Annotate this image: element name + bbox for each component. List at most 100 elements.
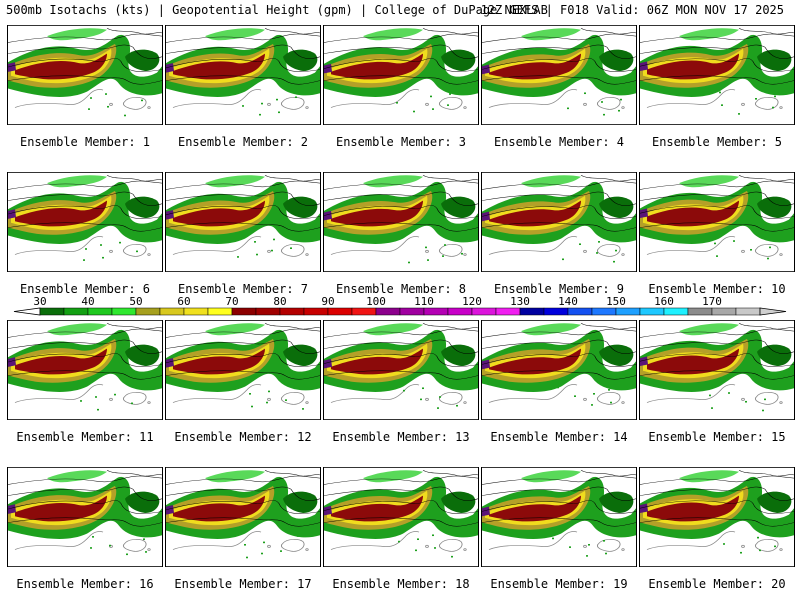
colorbar-swatch <box>183 307 209 316</box>
colorbar-swatch <box>63 307 89 316</box>
colorbar-swatch <box>711 307 737 316</box>
colorbar-swatch <box>399 307 425 316</box>
colorbar-tick-label: 40 <box>81 295 94 308</box>
member-map-graphic <box>7 320 163 420</box>
colorbar-tick-label: 160 <box>654 295 674 308</box>
ensemble-member-map <box>323 25 479 125</box>
member-caption: Ensemble Member: 10 <box>648 282 786 296</box>
colorbar-swatch <box>519 307 545 316</box>
colorbar-swatch <box>447 307 473 316</box>
colorbar-swatch <box>135 307 161 316</box>
colorbar-swatch <box>735 307 761 316</box>
colorbar-swatch <box>111 307 137 316</box>
ensemble-member-map <box>7 467 163 567</box>
member-caption: Ensemble Member: 7 <box>177 282 309 296</box>
member-map-graphic <box>7 25 163 125</box>
colorbar-swatch <box>471 307 497 316</box>
member-caption: Ensemble Member: 12 <box>174 430 312 444</box>
ensemble-member-map <box>323 172 479 272</box>
ensemble-member-map <box>323 320 479 420</box>
colorbar-swatch <box>159 307 185 316</box>
colorbar-swatch <box>615 307 641 316</box>
colorbar-tick-label: 50 <box>129 295 142 308</box>
ensemble-member-map <box>165 467 321 567</box>
colorbar-tick-label: 70 <box>225 295 238 308</box>
map-title: 500mb Isotachs (kts) | Geopotential Heig… <box>6 3 548 17</box>
member-map-graphic <box>323 467 479 567</box>
ensemble-member-map <box>481 172 637 272</box>
colorbar-tick-label: 80 <box>273 295 286 308</box>
colorbar-tick-label: 30 <box>33 295 46 308</box>
colorbar-tick-label: 110 <box>414 295 434 308</box>
member-caption: Ensemble Member: 20 <box>648 577 786 591</box>
ensemble-member-map <box>323 467 479 567</box>
member-caption: Ensemble Member: 13 <box>332 430 470 444</box>
ensemble-member-map <box>639 320 795 420</box>
ensemble-member-map <box>481 320 637 420</box>
member-map-graphic <box>481 467 637 567</box>
colorbar-swatch <box>423 307 449 316</box>
colorbar-swatch <box>327 307 353 316</box>
colorbar-min-arrow <box>13 307 41 316</box>
colorbar-swatch <box>207 307 233 316</box>
ensemble-member-map <box>7 172 163 272</box>
ensemble-member-map <box>165 172 321 272</box>
member-caption: Ensemble Member: 19 <box>490 577 628 591</box>
colorbar-graphic: 30 40 50 60 70 80 90 100 110 120 130 140 150 160 170 <box>13 295 787 316</box>
member-map-graphic <box>639 172 795 272</box>
member-map-graphic <box>165 467 321 567</box>
colorbar-swatch <box>495 307 521 316</box>
colorbar-swatch <box>279 307 305 316</box>
member-caption: Ensemble Member: 18 <box>332 577 470 591</box>
colorbar: 30 40 50 60 70 80 90 100 110 120 130 140 150 160 170 <box>0 294 800 320</box>
colorbar-swatch <box>255 307 281 316</box>
member-caption: Ensemble Member: 2 <box>177 135 309 149</box>
ensemble-member-map <box>7 320 163 420</box>
member-map-graphic <box>7 467 163 567</box>
member-caption: Ensemble Member: 14 <box>490 430 628 444</box>
colorbar-swatch <box>39 307 65 316</box>
member-map-graphic <box>165 320 321 420</box>
member-caption: Ensemble Member: 15 <box>648 430 786 444</box>
member-map-graphic <box>639 467 795 567</box>
colorbar-swatch <box>87 307 113 316</box>
member-caption: Ensemble Member: 3 <box>335 135 467 149</box>
member-map-graphic <box>639 320 795 420</box>
member-caption: Ensemble Member: 4 <box>493 135 625 149</box>
colorbar-tick-label: 60 <box>177 295 190 308</box>
ensemble-member-map <box>639 467 795 567</box>
ensemble-member-map <box>639 25 795 125</box>
colorbar-swatch <box>375 307 401 316</box>
member-caption: Ensemble Member: 17 <box>174 577 312 591</box>
colorbar-tick-label: 140 <box>558 295 578 308</box>
ensemble-member-map <box>165 320 321 420</box>
member-map-graphic <box>323 320 479 420</box>
member-map-graphic <box>165 25 321 125</box>
member-map-graphic <box>481 25 637 125</box>
colorbar-swatch <box>687 307 713 316</box>
member-map-graphic <box>165 172 321 272</box>
member-caption: Ensemble Member: 9 <box>493 282 625 296</box>
header: 500mb Isotachs (kts) | Geopotential Heig… <box>6 3 794 19</box>
member-caption: Ensemble Member: 11 <box>16 430 154 444</box>
run-info: 12Z GEFS | F018 Valid: 06Z MON NOV 17 20… <box>480 3 784 17</box>
colorbar-tick-label: 100 <box>366 295 386 308</box>
colorbar-max-arrow <box>759 307 787 316</box>
member-map-graphic <box>323 172 479 272</box>
ensemble-member-map <box>639 172 795 272</box>
member-map-graphic <box>481 172 637 272</box>
colorbar-tick-label: 120 <box>462 295 482 308</box>
colorbar-tick-label: 90 <box>321 295 334 308</box>
colorbar-tick-label: 170 <box>702 295 722 308</box>
colorbar-swatch <box>567 307 593 316</box>
colorbar-swatch <box>663 307 689 316</box>
colorbar-swatch <box>543 307 569 316</box>
colorbar-tick-label: 130 <box>510 295 530 308</box>
member-caption: Ensemble Member: 5 <box>651 135 783 149</box>
ensemble-member-map <box>165 25 321 125</box>
colorbar-swatch <box>639 307 665 316</box>
colorbar-swatch <box>303 307 329 316</box>
colorbar-swatch <box>591 307 617 316</box>
member-map-graphic <box>323 25 479 125</box>
colorbar-tick-label: 150 <box>606 295 626 308</box>
